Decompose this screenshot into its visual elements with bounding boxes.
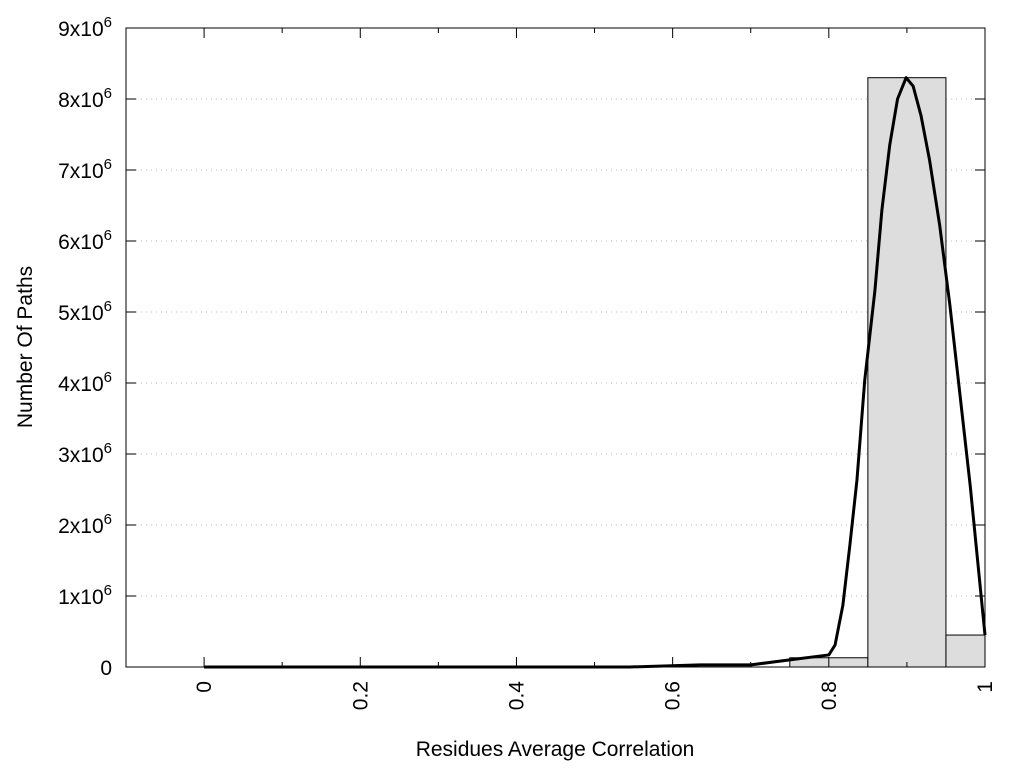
- x-tick-label: 1: [974, 681, 997, 693]
- y-axis-label: Number Of Paths: [14, 266, 37, 428]
- curve-line: [204, 76, 987, 669]
- fit-curve: [204, 76, 987, 669]
- x-tick-label: 0.2: [349, 681, 372, 710]
- x-tick-label: 0.8: [818, 681, 841, 710]
- y-tick-label: 8x106: [58, 85, 112, 112]
- y-tick-label: 7x106: [58, 156, 112, 183]
- x-tick-label: 0.4: [505, 681, 528, 711]
- y-tick-label: 9x106: [58, 14, 112, 41]
- y-tick-label: 5x106: [58, 298, 112, 325]
- x-tick-label: 0.6: [662, 681, 685, 710]
- y-axis: 0 1x106 2x106 3x106 4x106 5x106 6x106 7x106 8x10…: [58, 14, 985, 680]
- x-tick-label: 0: [193, 681, 216, 693]
- histogram-bar: [867, 77, 947, 668]
- y-tick-label: 1x106: [58, 582, 112, 609]
- y-tick-label: 2x106: [58, 511, 112, 538]
- grid-lines: [126, 98, 985, 597]
- x-axis-label: Residues Average Correlation: [416, 738, 695, 761]
- x-axis: 0 0.2 0.4 0.6 0.8 1: [193, 28, 997, 710]
- histogram-bar: [945, 634, 986, 668]
- y-tick-label: 6x106: [58, 227, 112, 254]
- y-tick-label: 0: [100, 657, 112, 680]
- y-tick-label: 4x106: [58, 369, 112, 396]
- y-tick-label: 3x106: [58, 440, 112, 467]
- plot-frame: [125, 27, 986, 668]
